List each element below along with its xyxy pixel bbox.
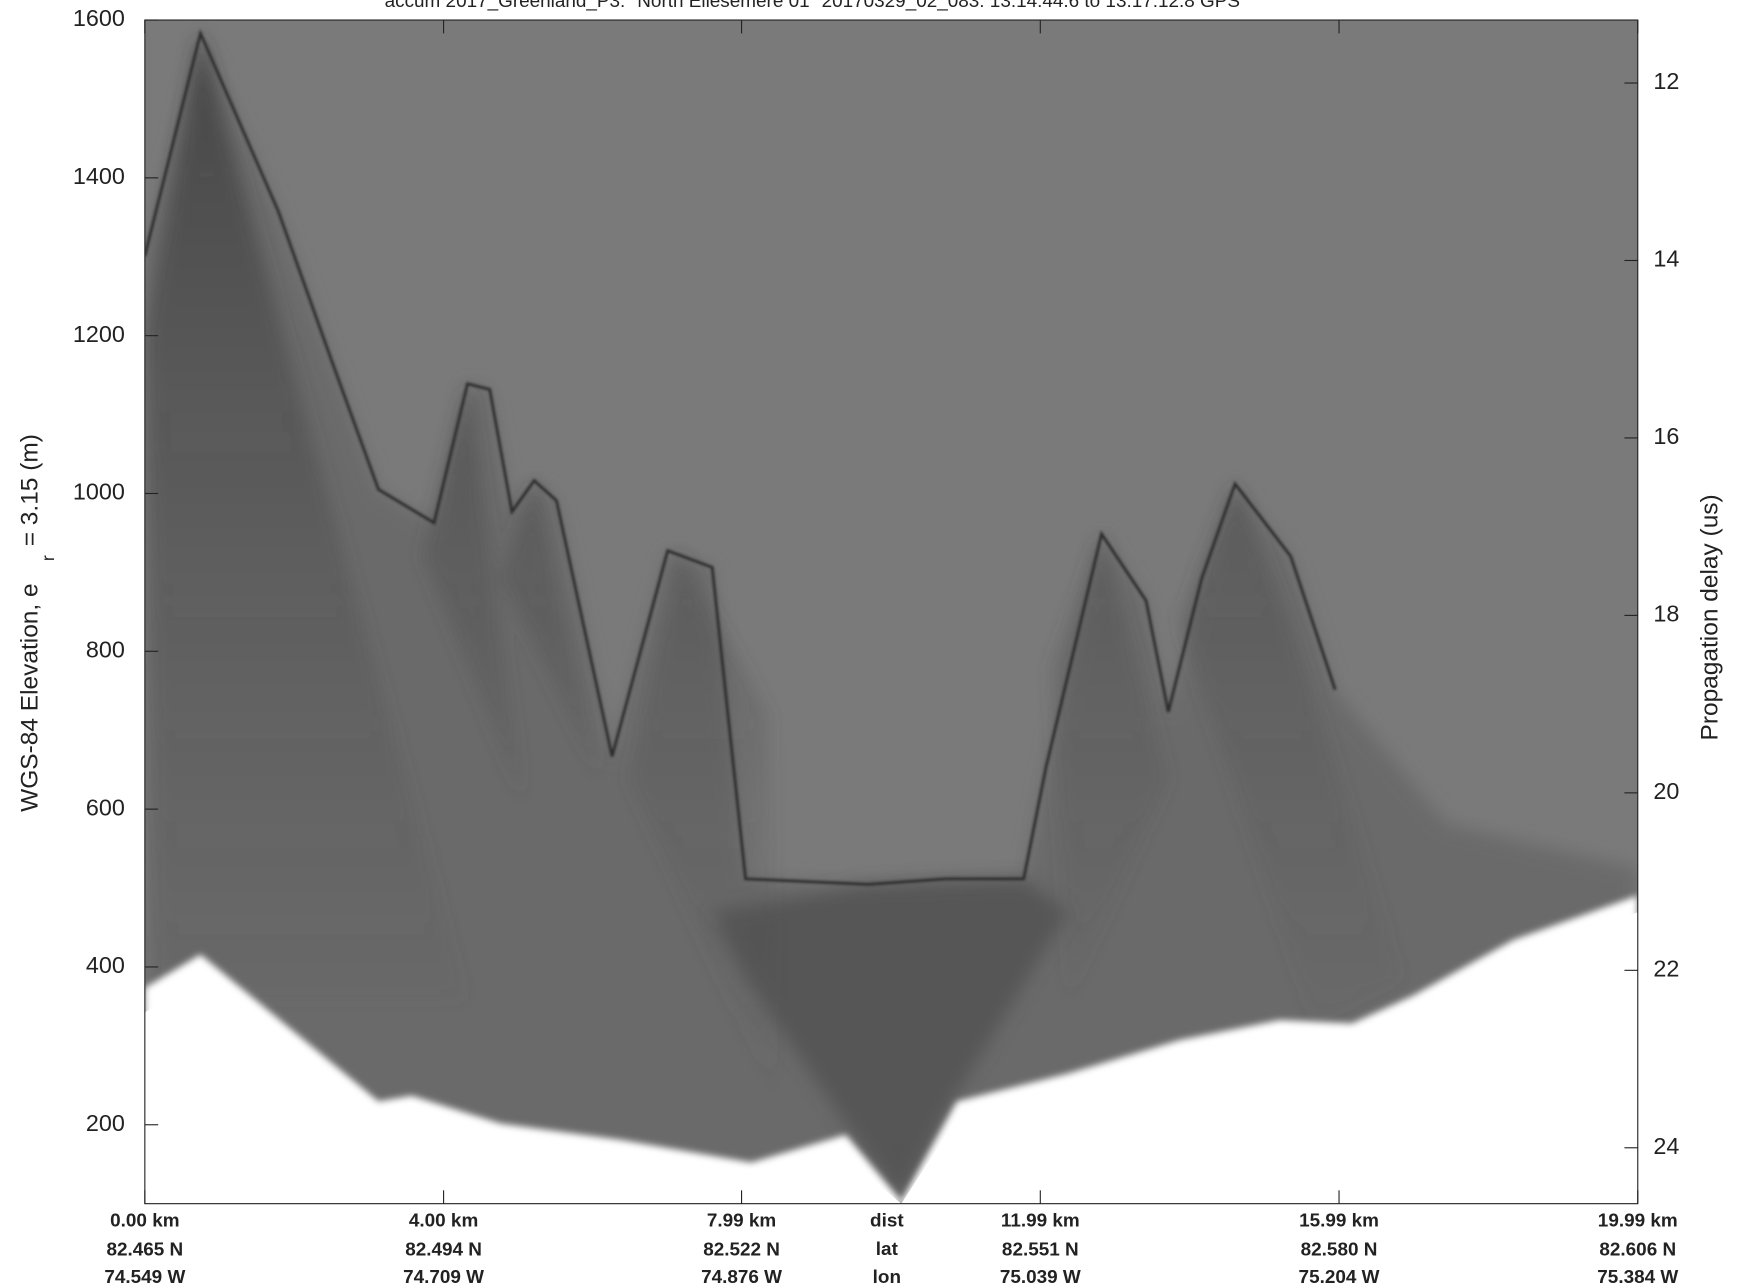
x-tick-lon: 75.384 W xyxy=(1597,1267,1678,1286)
y-tick-label: 800 xyxy=(86,636,125,662)
y-tick-label: 600 xyxy=(86,794,125,820)
y-tick-label: 400 xyxy=(86,952,125,978)
y2-tick-label: 12 xyxy=(1653,68,1679,94)
y-axis-label: WGS-84 Elevation, e r = 3.15 (m) xyxy=(17,434,58,812)
y-tick-label: 1000 xyxy=(73,479,125,505)
x-tick-lon: 74.709 W xyxy=(403,1267,484,1286)
x-tick-lon: 74.876 W xyxy=(701,1267,782,1286)
x-tick-lon: 75.204 W xyxy=(1299,1267,1380,1286)
x-tick-label: 11.99 km xyxy=(1001,1210,1080,1231)
x-tick-lat: 82.465 N xyxy=(106,1239,183,1260)
y2-tick-label: 20 xyxy=(1653,778,1679,804)
x-tick-label: 15.99 km xyxy=(1299,1210,1379,1231)
x-row-label: lon xyxy=(873,1267,901,1286)
y2-tick-label: 22 xyxy=(1653,955,1679,981)
x-tick-lat: 82.522 N xyxy=(703,1239,780,1260)
y2-tick-label: 14 xyxy=(1653,246,1679,272)
y-tick-label: 1400 xyxy=(73,163,125,189)
y-tick-label: 200 xyxy=(86,1110,125,1136)
y-label-end: = 3.15 (m) xyxy=(17,434,44,546)
x-tick-lon: 74.549 W xyxy=(104,1267,185,1286)
x-tick-lat: 82.494 N xyxy=(405,1239,482,1260)
x-tick-lat: 82.551 N xyxy=(1002,1239,1079,1260)
x-tick-lon: 75.039 W xyxy=(1000,1267,1081,1286)
y-tick-label: 1200 xyxy=(73,321,125,347)
x-tick-label: 0.00 km xyxy=(110,1210,179,1231)
y-label-sub: r xyxy=(38,555,58,561)
y-label-main: WGS-84 Elevation, e xyxy=(17,583,44,811)
x-row-label: lat xyxy=(876,1239,899,1260)
x-tick-label: 19.99 km xyxy=(1598,1210,1678,1231)
plot-frame xyxy=(144,19,1639,1205)
x-tick-label: 4.00 km xyxy=(409,1210,478,1231)
y2-axis-label: Propagation delay (us) xyxy=(1697,494,1724,740)
y-tick-label: 1600 xyxy=(73,5,125,31)
x-row-label: dist xyxy=(870,1210,904,1231)
y2-tick-label: 18 xyxy=(1653,601,1679,627)
x-tick-label: 7.99 km xyxy=(707,1210,776,1231)
echogram xyxy=(144,20,1638,1204)
y2-tick-label: 24 xyxy=(1653,1133,1679,1159)
chart-title: accum 2017_Greenland_P3: "North Elleseme… xyxy=(385,0,1240,12)
x-tick-lat: 82.606 N xyxy=(1599,1239,1676,1260)
x-tick-lat: 82.580 N xyxy=(1301,1239,1378,1260)
y2-tick-label: 16 xyxy=(1653,423,1679,449)
